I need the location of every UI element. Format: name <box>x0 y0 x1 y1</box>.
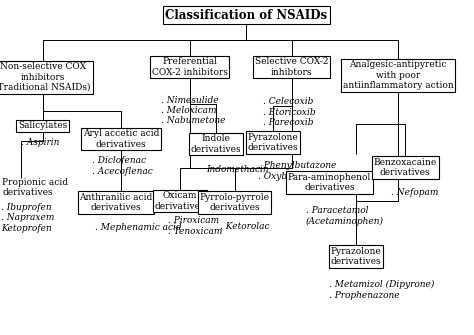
Text: Indomethacin: Indomethacin <box>206 165 269 174</box>
Text: . Paracetamol
(Acetaminophen): . Paracetamol (Acetaminophen) <box>306 206 384 226</box>
Text: Preferential
COX-2 inhibitors: Preferential COX-2 inhibitors <box>152 57 228 77</box>
Text: . Celecoxib
. Etoricoxib
. Parecoxib: . Celecoxib . Etoricoxib . Parecoxib <box>263 97 316 127</box>
Text: . Phenylbutazone
. Oxybutazone: . Phenylbutazone . Oxybutazone <box>258 161 337 181</box>
Text: . Ibuprofen
. Napraxem
Ketoprofen: . Ibuprofen . Napraxem Ketoprofen <box>1 203 55 232</box>
Text: Pyrazolone
derivatives: Pyrazolone derivatives <box>247 133 298 152</box>
Text: Anthranilic acid
derivatives: Anthranilic acid derivatives <box>80 193 153 212</box>
Text: Propionic acid
derivatives: Propionic acid derivatives <box>2 178 68 197</box>
Text: Benzoxacaine
derivatives: Benzoxacaine derivatives <box>374 158 437 177</box>
Text: Oxicam
derivatives: Oxicam derivatives <box>155 191 205 211</box>
Text: Analgesic-antipyretic
with poor
antiinflammatory action: Analgesic-antipyretic with poor antiinfl… <box>343 61 454 90</box>
Text: . Piroxicam
. Tenoxicam: . Piroxicam . Tenoxicam <box>168 216 223 236</box>
Text: Selective COX-2
inhibtors: Selective COX-2 inhibtors <box>255 57 328 77</box>
Text: Salicylates: Salicylates <box>18 121 67 130</box>
Text: Para-aminophenol
derivatives: Para-aminophenol derivatives <box>288 173 371 192</box>
Text: . Nefopam: . Nefopam <box>391 188 438 197</box>
Text: Aryl accetic acid
derivatives: Aryl accetic acid derivatives <box>82 129 159 149</box>
Text: . Nimesulide
. Meloxicam
. Nabumetone: . Nimesulide . Meloxicam . Nabumetone <box>161 96 226 125</box>
Text: . Diclofenac
. Acecoflenac: . Diclofenac . Acecoflenac <box>92 156 153 176</box>
Text: Non-selective COX
inhibitors
(Traditional NSAIDs): Non-selective COX inhibitors (Traditiona… <box>0 62 91 92</box>
Text: . Ketorolac: . Ketorolac <box>220 222 270 230</box>
Text: Pyrazolone
derivatives: Pyrazolone derivatives <box>330 247 381 266</box>
Text: Indole
derivatives: Indole derivatives <box>191 134 241 154</box>
Text: . Aspirin: . Aspirin <box>21 138 60 147</box>
Text: Pyrrolo-pyrrole
derivatives: Pyrrolo-pyrrole derivatives <box>200 193 270 212</box>
Text: Classification of NSAIDs: Classification of NSAIDs <box>165 9 328 21</box>
Text: . Mephenamic acid: . Mephenamic acid <box>95 223 182 232</box>
Text: . Metamizol (Dipyrone)
. Prophenazone: . Metamizol (Dipyrone) . Prophenazone <box>329 280 435 299</box>
